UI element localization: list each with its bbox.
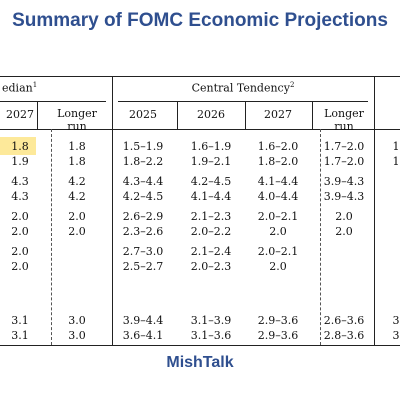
cell-central-2025: 2.6–2.9 (122, 210, 164, 223)
cell-right-edge: 3 (392, 314, 400, 327)
median-label: edian (2, 81, 33, 95)
col-central-2027: 2027 (264, 108, 292, 121)
cell-median-2027: 2.0 (11, 260, 29, 273)
cell-median-longer-run: 3.0 (68, 329, 86, 342)
col-central-2026: 2026 (197, 108, 225, 121)
cell-central-longer-run: 2.8–3.6 (323, 329, 365, 342)
median-footnote: 1 (32, 81, 38, 89)
cell-right-edge: 3 (392, 329, 400, 342)
group-header-central-tendency: Central Tendency2 (192, 81, 295, 95)
cell-right-edge: 1 (392, 155, 400, 168)
cell-central-2027: 4.0–4.4 (257, 190, 299, 203)
cell-central-2026: 1.9–2.1 (190, 155, 232, 168)
cell-central-2027: 1.8–2.0 (257, 155, 299, 168)
cell-central-longer-run: 1.7–2.0 (323, 140, 365, 153)
cell-central-2027: 2.0 (269, 225, 287, 238)
cell-median-first: 1.8 (11, 140, 29, 153)
cell-central-2027: 2.0–2.1 (257, 210, 299, 223)
central-tendency-footnote: 2 (289, 81, 295, 89)
col-median-longer-run: Longer run (57, 107, 97, 133)
col-central-longer-run-line1: Longer (324, 107, 364, 120)
projections-table: edian1 Central Tendency2 2027 Longer run… (0, 76, 400, 346)
cell-central-2027: 2.0–2.1 (257, 245, 299, 258)
cell-median-2027: 3.1 (11, 329, 29, 342)
cell-central-2026: 3.1–3.9 (190, 314, 232, 327)
cell-central-2025: 1.5–1.9 (122, 140, 164, 153)
cell-central-2025: 2.3–2.6 (122, 225, 164, 238)
cell-median-2027: 2.0 (11, 225, 29, 238)
cell-central-2027: 2.0 (269, 260, 287, 273)
col-central-2025: 2025 (129, 108, 157, 121)
cell-central-2027: 1.6–2.0 (257, 140, 299, 153)
cell-central-2026: 4.2–4.5 (190, 175, 232, 188)
highlighted-cell (0, 137, 36, 155)
cell-central-longer-run: 1.7–2.0 (323, 155, 365, 168)
cell-central-longer-run: 3.9–4.3 (323, 175, 365, 188)
cell-central-2026: 2.0–2.3 (190, 260, 232, 273)
col-central-longer-run-line2: run (334, 120, 354, 133)
cell-central-2026: 4.1–4.4 (190, 190, 232, 203)
cell-central-2025: 3.9–4.4 (122, 314, 164, 327)
cell-central-2027: 2.9–3.6 (257, 314, 299, 327)
cell-central-2025: 1.8–2.2 (122, 155, 164, 168)
cell-central-2025: 4.3–4.4 (122, 175, 164, 188)
cell-central-2025: 2.5–2.7 (122, 260, 164, 273)
cell-central-longer-run: 2.6–3.6 (323, 314, 365, 327)
cell-central-2026: 2.0–2.2 (190, 225, 232, 238)
page-title: Summary of FOMC Economic Projections (12, 10, 388, 31)
cell-median-2027: 2.0 (11, 245, 29, 258)
cell-median-2027: 1.9 (11, 155, 29, 168)
group-header-median: edian1 (2, 81, 37, 95)
cell-central-longer-run: 2.0 (335, 210, 353, 223)
cell-central-2026: 2.1–2.4 (190, 245, 232, 258)
cell-central-longer-run: 3.9–4.3 (323, 190, 365, 203)
cell-median-2027: 2.0 (11, 210, 29, 223)
col-median-longer-run-line1: Longer (57, 107, 97, 120)
col-median-longer-run-line2: run (67, 120, 87, 133)
col-median-2027: 2027 (6, 108, 34, 121)
cell-central-2026: 1.6–1.9 (190, 140, 232, 153)
cell-right-edge: 1 (392, 140, 400, 153)
cell-central-2025: 2.7–3.0 (122, 245, 164, 258)
cell-median-longer-run: 1.8 (68, 140, 86, 153)
cell-median-2027: 3.1 (11, 314, 29, 327)
cell-median-longer-run: 4.2 (68, 175, 86, 188)
cell-median-longer-run: 2.0 (68, 225, 86, 238)
cell-central-2026: 3.1–3.6 (190, 329, 232, 342)
cell-central-2025: 4.2–4.5 (122, 190, 164, 203)
cell-median-2027: 4.3 (11, 190, 29, 203)
cell-median-longer-run: 4.2 (68, 190, 86, 203)
cell-median-longer-run: 2.0 (68, 210, 86, 223)
cell-central-2026: 2.1–2.3 (190, 210, 232, 223)
footer-brand: MishTalk (166, 354, 234, 371)
cell-central-2027: 2.9–3.6 (257, 329, 299, 342)
cell-central-2027: 4.1–4.4 (257, 175, 299, 188)
cell-central-2025: 3.6–4.1 (122, 329, 164, 342)
cell-median-longer-run: 3.0 (68, 314, 86, 327)
cell-median-2027: 4.3 (11, 175, 29, 188)
cell-median-longer-run: 1.8 (68, 155, 86, 168)
col-central-longer-run: Longer run (324, 107, 364, 133)
central-tendency-label: Central Tendency (191, 81, 290, 95)
cell-central-longer-run: 2.0 (335, 225, 353, 238)
